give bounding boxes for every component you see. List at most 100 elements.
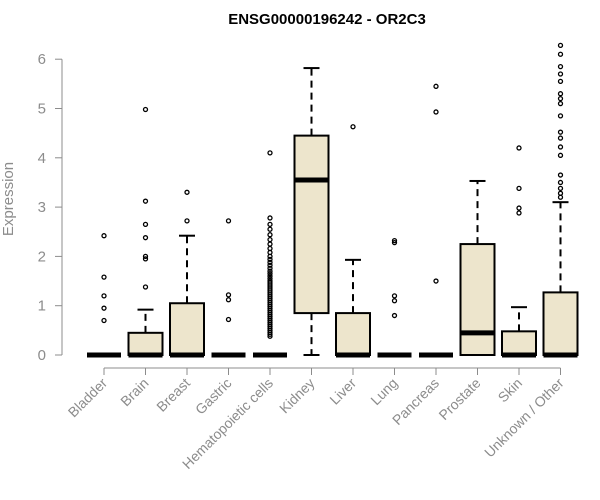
box-lung	[377, 237, 412, 358]
x-tick-label: Liver	[326, 375, 359, 408]
outlier-point	[557, 42, 564, 49]
box-body	[335, 312, 371, 356]
outlier-point	[267, 226, 273, 232]
outlier-point	[142, 235, 149, 241]
outlier-point	[516, 145, 522, 151]
outlier-point	[101, 317, 107, 324]
outlier-point	[557, 144, 564, 150]
y-axis: 0 1 2 3 4 5 6	[38, 51, 63, 364]
outlier-point	[267, 215, 273, 221]
outlier-point	[184, 189, 190, 195]
outlier-point	[557, 113, 564, 119]
outlier-point	[391, 293, 398, 299]
outlier-point	[101, 274, 107, 280]
outlier-point	[142, 253, 149, 260]
outlier-point	[557, 152, 564, 158]
outlier-point	[557, 179, 564, 186]
x-tick-label: Lung	[367, 375, 400, 408]
x-tick-label: Breast	[153, 375, 193, 415]
box-bladder	[87, 233, 121, 358]
outlier-point	[101, 233, 107, 239]
box-body	[169, 302, 205, 356]
box-prostate	[459, 179, 496, 356]
y-tick-label: 1	[38, 298, 46, 315]
box-body	[459, 243, 496, 356]
outlier-point	[557, 91, 564, 97]
outlier-point	[101, 305, 107, 311]
outlier-point	[267, 256, 273, 263]
outlier-point	[267, 265, 273, 271]
outlier-point	[391, 239, 398, 246]
boxes-group	[87, 42, 579, 358]
outlier-point	[267, 241, 273, 247]
outlier-point	[433, 278, 439, 284]
outlier-point	[142, 256, 149, 262]
outlier-point	[516, 185, 522, 192]
outlier-point	[225, 297, 232, 303]
x-tick-label: Bladder	[65, 375, 111, 421]
box-hematopoietic-cells	[253, 150, 287, 358]
outlier-point	[142, 284, 149, 290]
outlier-point	[267, 232, 273, 238]
y-tick-label: 5	[38, 101, 46, 118]
x-tick-label: Skin	[495, 375, 526, 406]
outlier-point	[391, 312, 398, 319]
box-kidney	[293, 67, 330, 356]
outlier-point	[267, 273, 273, 279]
outlier-point	[433, 83, 439, 89]
y-tick-label: 6	[38, 51, 46, 68]
outlier-point	[391, 298, 398, 304]
outlier-point	[184, 218, 190, 224]
outlier-point	[557, 185, 564, 192]
outlier-point	[142, 106, 149, 113]
outlier-point	[142, 198, 149, 204]
box-brain	[127, 106, 164, 358]
outlier-point	[267, 275, 273, 282]
outlier-point	[267, 278, 273, 284]
x-tick-label: Kidney	[276, 375, 318, 417]
outlier-point	[557, 100, 564, 107]
outlier-point	[557, 95, 564, 102]
box-pancreas	[419, 83, 453, 358]
box-skin	[501, 145, 537, 358]
outlier-point	[433, 109, 439, 115]
outlier-point	[267, 268, 273, 274]
outlier-point	[267, 150, 273, 156]
outlier-point	[225, 218, 232, 224]
x-tick-label: Unknown / Other	[481, 375, 567, 461]
box-liver	[335, 124, 371, 358]
outlier-point	[557, 63, 564, 70]
outlier-point	[516, 205, 522, 211]
outlier-point	[225, 316, 232, 323]
outlier-point	[267, 259, 273, 265]
outlier-point	[267, 262, 273, 268]
y-tick-label: 4	[38, 150, 46, 167]
outlier-point	[557, 51, 564, 57]
outlier-point	[142, 221, 149, 228]
box-unknown-other	[542, 42, 579, 358]
y-axis-label: Expression	[0, 162, 17, 236]
outlier-point	[557, 78, 564, 85]
outlier-point	[267, 271, 273, 277]
outlier-point	[391, 237, 398, 244]
y-tick-label: 3	[38, 199, 46, 216]
box-body	[501, 330, 537, 356]
box-body	[127, 331, 164, 357]
outlier-point	[557, 135, 564, 141]
y-tick-label: 2	[38, 248, 46, 265]
box-body	[542, 291, 579, 357]
box-gastric	[211, 218, 246, 358]
outlier-point	[557, 190, 564, 196]
outlier-point	[267, 245, 273, 252]
box-body	[293, 134, 330, 315]
box-breast	[169, 189, 205, 358]
outlier-point	[267, 236, 273, 243]
outlier-point	[557, 129, 564, 135]
outlier-point	[225, 292, 232, 298]
chart-title: ENSG00000196242 - OR2C3	[228, 11, 426, 28]
outlier-point	[350, 124, 356, 130]
x-tick-label: Brain	[117, 375, 151, 409]
y-tick-label: 0	[38, 347, 46, 364]
